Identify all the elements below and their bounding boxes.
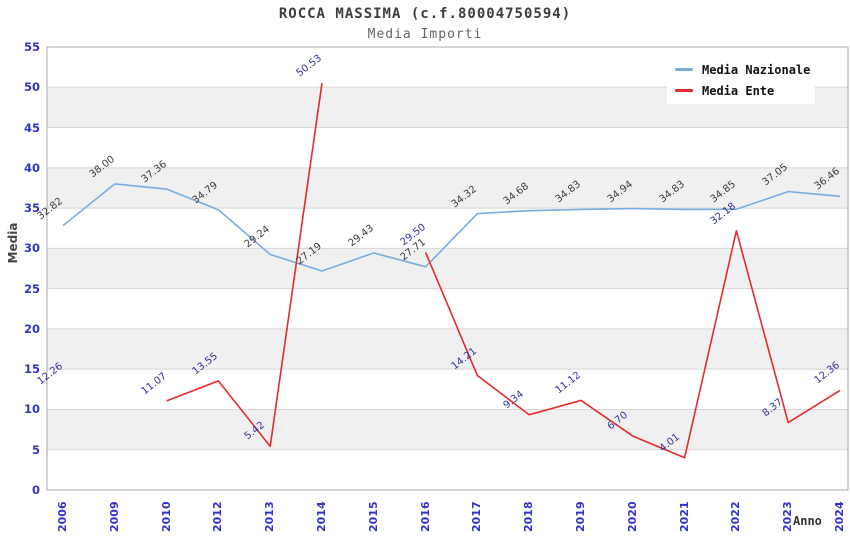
- y-axis-title: Media: [6, 222, 20, 264]
- y-tick-label: 50: [23, 80, 40, 95]
- plot-band: [47, 288, 848, 329]
- x-tick-label: 2009: [107, 501, 121, 532]
- x-tick-label: 2020: [625, 501, 639, 532]
- y-tick-label: 35: [23, 201, 40, 216]
- x-axis-title: Anno: [793, 514, 822, 528]
- chart-title: ROCCA MASSIMA (c.f.80004750594): [278, 6, 572, 22]
- plot-band: [47, 208, 848, 249]
- legend-item-media-ente: Media Ente: [675, 84, 815, 98]
- plot-band: [47, 167, 848, 209]
- x-tick-label: 2024: [833, 501, 846, 532]
- x-tick-label: 2015: [366, 501, 380, 532]
- y-tick-label: 40: [23, 160, 40, 175]
- plot-band: [47, 328, 848, 370]
- media-ente-line-swatch: [675, 89, 693, 92]
- y-tick-label: 5: [31, 442, 40, 457]
- legend-label-media-nazionale: Media Nazionale: [702, 62, 811, 77]
- y-tick-label: 0: [31, 483, 40, 497]
- legend-label-media-ente: Media Ente: [702, 83, 775, 98]
- y-tick-label: 15: [23, 362, 40, 377]
- x-tick-label: 2013: [263, 501, 277, 532]
- x-tick-label: 2006: [56, 501, 69, 532]
- x-tick-label: 2017: [470, 501, 484, 532]
- x-tick-label: 2012: [211, 501, 225, 532]
- y-tick-label: 55: [23, 40, 40, 54]
- y-tick-label: 10: [23, 402, 40, 417]
- x-tick-label: 2010: [159, 501, 173, 532]
- chart-subtitle: Media Importi: [367, 27, 483, 42]
- x-tick-label: 2014: [315, 501, 328, 532]
- y-tick-label: 45: [23, 120, 40, 135]
- x-tick-label: 2018: [522, 501, 536, 532]
- media-nazionale-line-swatch: [675, 68, 693, 71]
- plot-band: [47, 449, 848, 490]
- x-tick-label: 2022: [729, 501, 743, 532]
- x-tick-label: 2021: [677, 501, 691, 532]
- series-line-media-ente: [166, 82, 323, 448]
- x-tick-label: 2019: [574, 501, 587, 532]
- plot-band: [47, 369, 848, 410]
- plot-band: [47, 127, 848, 168]
- series-line-media-ente: [424, 230, 841, 459]
- legend: Media Nazionale Media Ente: [667, 56, 815, 104]
- plot-band: [47, 409, 848, 450]
- plot-band: [47, 248, 848, 289]
- series-line-media-nazionale: [62, 183, 841, 272]
- y-tick-label: 25: [23, 281, 40, 296]
- x-tick-label: 2016: [418, 501, 432, 532]
- legend-item-media-nazionale: Media Nazionale: [675, 63, 815, 77]
- y-tick-label: 20: [23, 321, 40, 336]
- y-tick-label: 30: [23, 241, 40, 256]
- plot-border: [46, 46, 849, 491]
